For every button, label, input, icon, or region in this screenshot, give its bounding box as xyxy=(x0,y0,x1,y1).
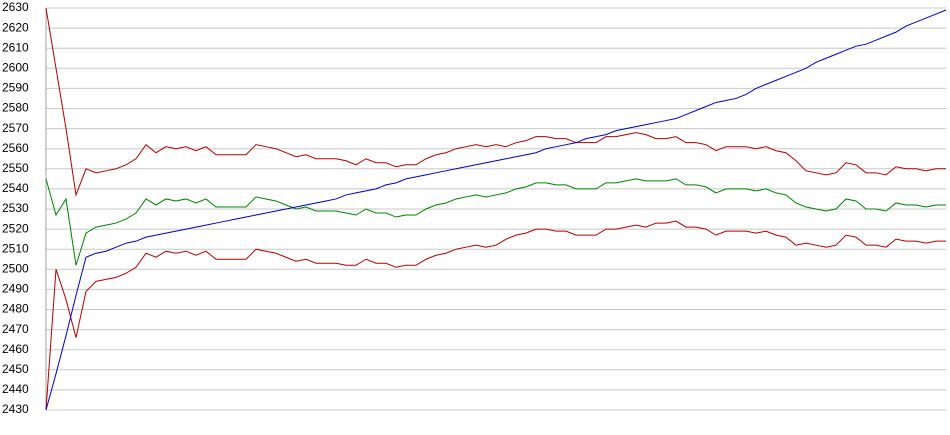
y-tick-label: 2620 xyxy=(2,20,29,34)
y-tick-label: 2500 xyxy=(2,261,29,275)
y-tick-label: 2520 xyxy=(2,221,29,235)
data-line xyxy=(45,9,947,411)
y-tick-label: 2470 xyxy=(2,322,29,336)
y-tick-label: 2510 xyxy=(2,241,29,255)
data-line xyxy=(45,178,946,266)
data-line xyxy=(45,220,946,411)
y-tick-label: 2570 xyxy=(2,121,29,135)
y-tick-label: 2440 xyxy=(2,382,29,396)
y-tick-label: 2490 xyxy=(2,282,29,296)
y-tick-label: 2630 xyxy=(2,0,29,14)
y-tick-label: 2450 xyxy=(2,362,29,376)
y-tick-label: 2550 xyxy=(2,161,29,175)
y-tick-label: 2540 xyxy=(2,181,29,195)
y-tick-label: 2580 xyxy=(2,101,29,115)
y-tick-label: 2560 xyxy=(2,141,29,155)
y-tick-label: 2460 xyxy=(2,342,29,356)
data-line xyxy=(45,7,946,197)
y-tick-label: 2600 xyxy=(2,60,29,74)
y-tick-label: 2530 xyxy=(2,201,29,215)
y-tick-label: 2610 xyxy=(2,40,29,54)
y-tick-label: 2430 xyxy=(2,402,29,416)
y-tick-label: 2590 xyxy=(2,81,29,95)
y-tick-label: 2480 xyxy=(2,302,29,316)
